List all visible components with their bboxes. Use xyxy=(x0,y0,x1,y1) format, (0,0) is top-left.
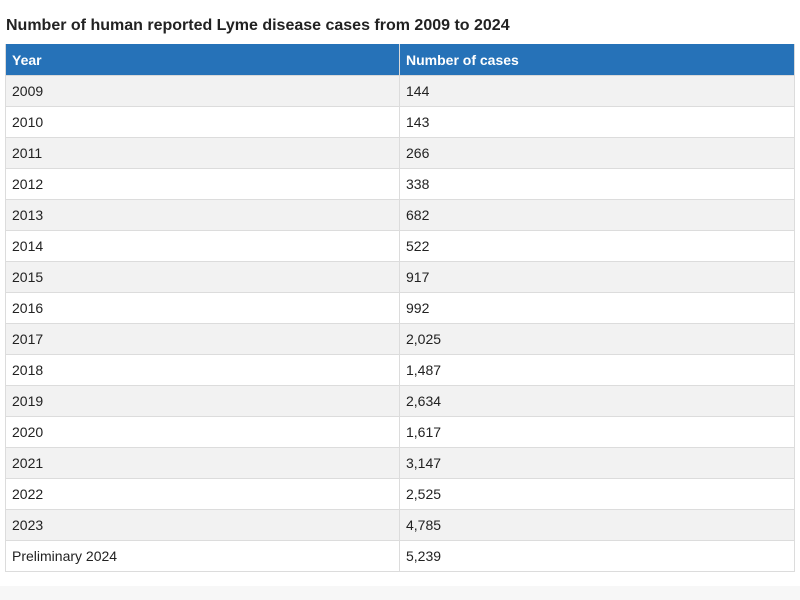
cell-year: 2017 xyxy=(5,323,400,355)
cell-cases: 1,487 xyxy=(399,354,795,386)
cell-cases: 917 xyxy=(399,261,795,293)
table-row: 2017 2,025 xyxy=(5,323,795,355)
cell-year: 2016 xyxy=(5,292,400,324)
cell-cases: 682 xyxy=(399,199,795,231)
table-row: 2021 3,147 xyxy=(5,447,795,479)
cell-year: 2013 xyxy=(5,199,400,231)
column-header-cases: Number of cases xyxy=(399,44,795,76)
cell-year: 2019 xyxy=(5,385,400,417)
table-row: 2009 144 xyxy=(5,75,795,107)
cell-year: 2023 xyxy=(5,509,400,541)
cell-year: 2012 xyxy=(5,168,400,200)
cell-year: 2011 xyxy=(5,137,400,169)
cell-cases: 266 xyxy=(399,137,795,169)
cell-cases: 2,025 xyxy=(399,323,795,355)
table-row: 2015 917 xyxy=(5,261,795,293)
table-row: 2020 1,617 xyxy=(5,416,795,448)
table-row: 2010 143 xyxy=(5,106,795,138)
table-title: Number of human reported Lyme disease ca… xyxy=(6,17,510,34)
table-row: 2018 1,487 xyxy=(5,354,795,386)
cell-year: 2015 xyxy=(5,261,400,293)
cell-cases: 2,525 xyxy=(399,478,795,510)
lyme-cases-table: Year Number of cases 2009 144 2010 143 2011 2… xyxy=(5,44,795,572)
cell-year: 2021 xyxy=(5,447,400,479)
cell-cases: 338 xyxy=(399,168,795,200)
cell-year: 2009 xyxy=(5,75,400,107)
table-row: 2012 338 xyxy=(5,168,795,200)
cell-cases: 2,634 xyxy=(399,385,795,417)
cell-year: 2018 xyxy=(5,354,400,386)
table-row: 2011 266 xyxy=(5,137,795,169)
cell-cases: 992 xyxy=(399,292,795,324)
column-header-year: Year xyxy=(5,44,400,76)
cell-cases: 1,617 xyxy=(399,416,795,448)
cell-year: 2010 xyxy=(5,106,400,138)
cell-year: 2022 xyxy=(5,478,400,510)
table-row: 2019 2,634 xyxy=(5,385,795,417)
table-header-row: Year Number of cases xyxy=(5,44,795,76)
cell-cases: 522 xyxy=(399,230,795,262)
table-row: Preliminary 2024 5,239 xyxy=(5,540,795,572)
cell-cases: 144 xyxy=(399,75,795,107)
table-row: 2013 682 xyxy=(5,199,795,231)
cell-cases: 3,147 xyxy=(399,447,795,479)
cell-year: 2014 xyxy=(5,230,400,262)
page-bottom-strip xyxy=(0,586,800,600)
cell-year: Preliminary 2024 xyxy=(5,540,400,572)
table-body: 2009 144 2010 143 2011 266 2012 338 2013 682 2014 5… xyxy=(5,75,795,572)
cell-cases: 143 xyxy=(399,106,795,138)
table-row: 2023 4,785 xyxy=(5,509,795,541)
cell-cases: 5,239 xyxy=(399,540,795,572)
table-row: 2016 992 xyxy=(5,292,795,324)
table-row: 2022 2,525 xyxy=(5,478,795,510)
cell-cases: 4,785 xyxy=(399,509,795,541)
table-row: 2014 522 xyxy=(5,230,795,262)
cell-year: 2020 xyxy=(5,416,400,448)
